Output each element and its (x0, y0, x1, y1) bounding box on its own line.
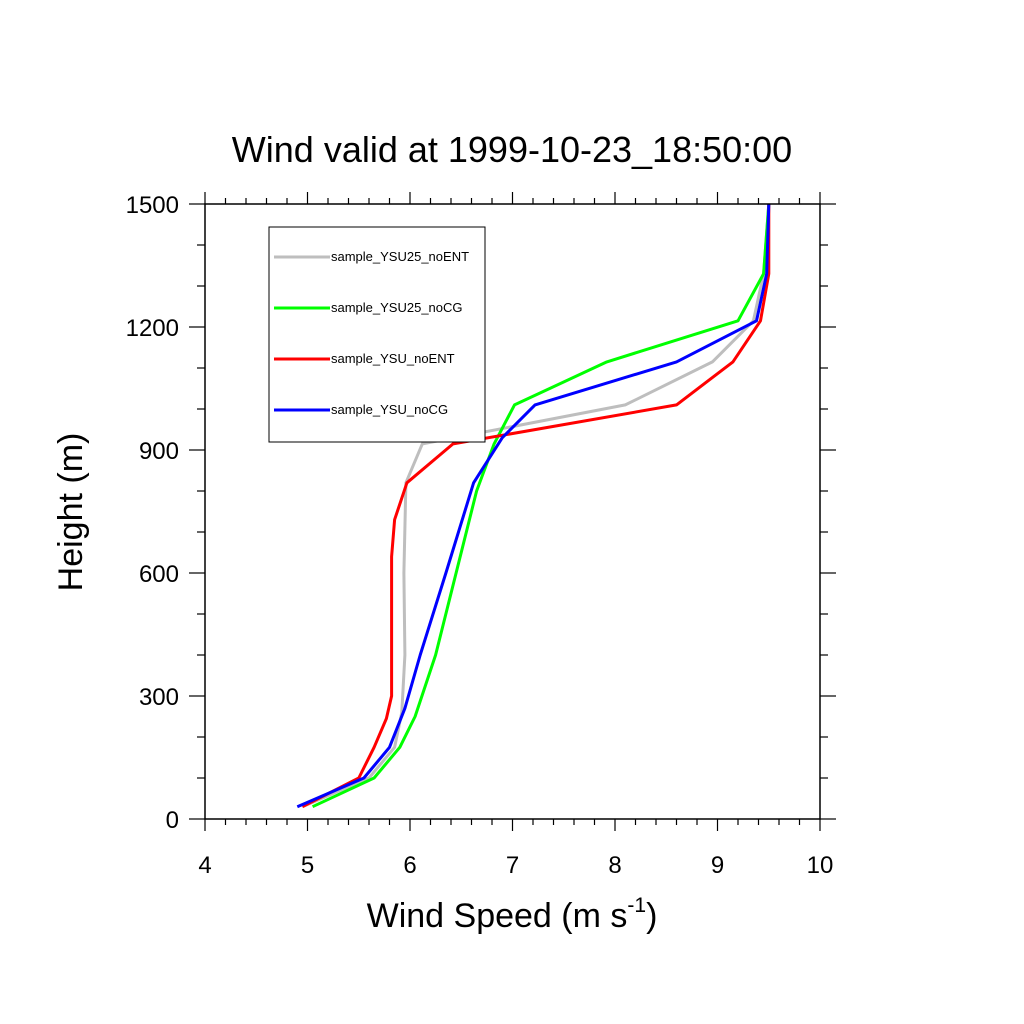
axes-layer: 4 5 6 7 8 9 10 0 300 600 900 1200 1500 (126, 192, 836, 879)
x-tick-label: 5 (301, 852, 314, 879)
legend-box (268, 226, 486, 443)
x-axis-label-end: ) (646, 897, 657, 935)
x-tick-label: 4 (198, 852, 211, 879)
y-tick-label: 300 (139, 684, 179, 711)
legend-label-4: sample_YSU_noCG (331, 402, 448, 417)
series-line-2 (311, 203, 771, 809)
y-tick-label: 900 (139, 438, 179, 465)
x-tick-label: 9 (711, 852, 724, 879)
y-axis-label: Height (m) (52, 433, 90, 592)
series-layer (296, 203, 771, 809)
y-tick-label: 0 (166, 807, 179, 834)
legend: sample_YSU25_noENT sample_YSU25_noCGsampl… (268, 226, 486, 443)
x-tick-label: 10 (807, 852, 834, 879)
chart-title: Wind valid at 1999-10-23_18:50:00 (232, 129, 792, 170)
x-tick-label: 7 (506, 852, 519, 879)
legend-label-3: sample_YSU_noENT (331, 351, 455, 366)
series-line-3 (301, 204, 771, 809)
y-tick-label: 1200 (126, 315, 179, 342)
legend-label-2: sample_YSU25_noCG (331, 300, 463, 315)
series-line-4 (296, 203, 771, 809)
x-tick-label: 8 (608, 852, 621, 879)
y-tick-label: 600 (139, 561, 179, 588)
x-tick-label: 6 (403, 852, 416, 879)
y-tick-label: 1500 (126, 192, 179, 219)
x-axis-label-sup: -1 (627, 894, 646, 917)
x-axis-label: Wind Speed (m s-1) (367, 894, 658, 935)
legend-label-1: sample_YSU25_noENT (331, 249, 469, 264)
x-axis-label-main: Wind Speed (m s (367, 897, 628, 935)
